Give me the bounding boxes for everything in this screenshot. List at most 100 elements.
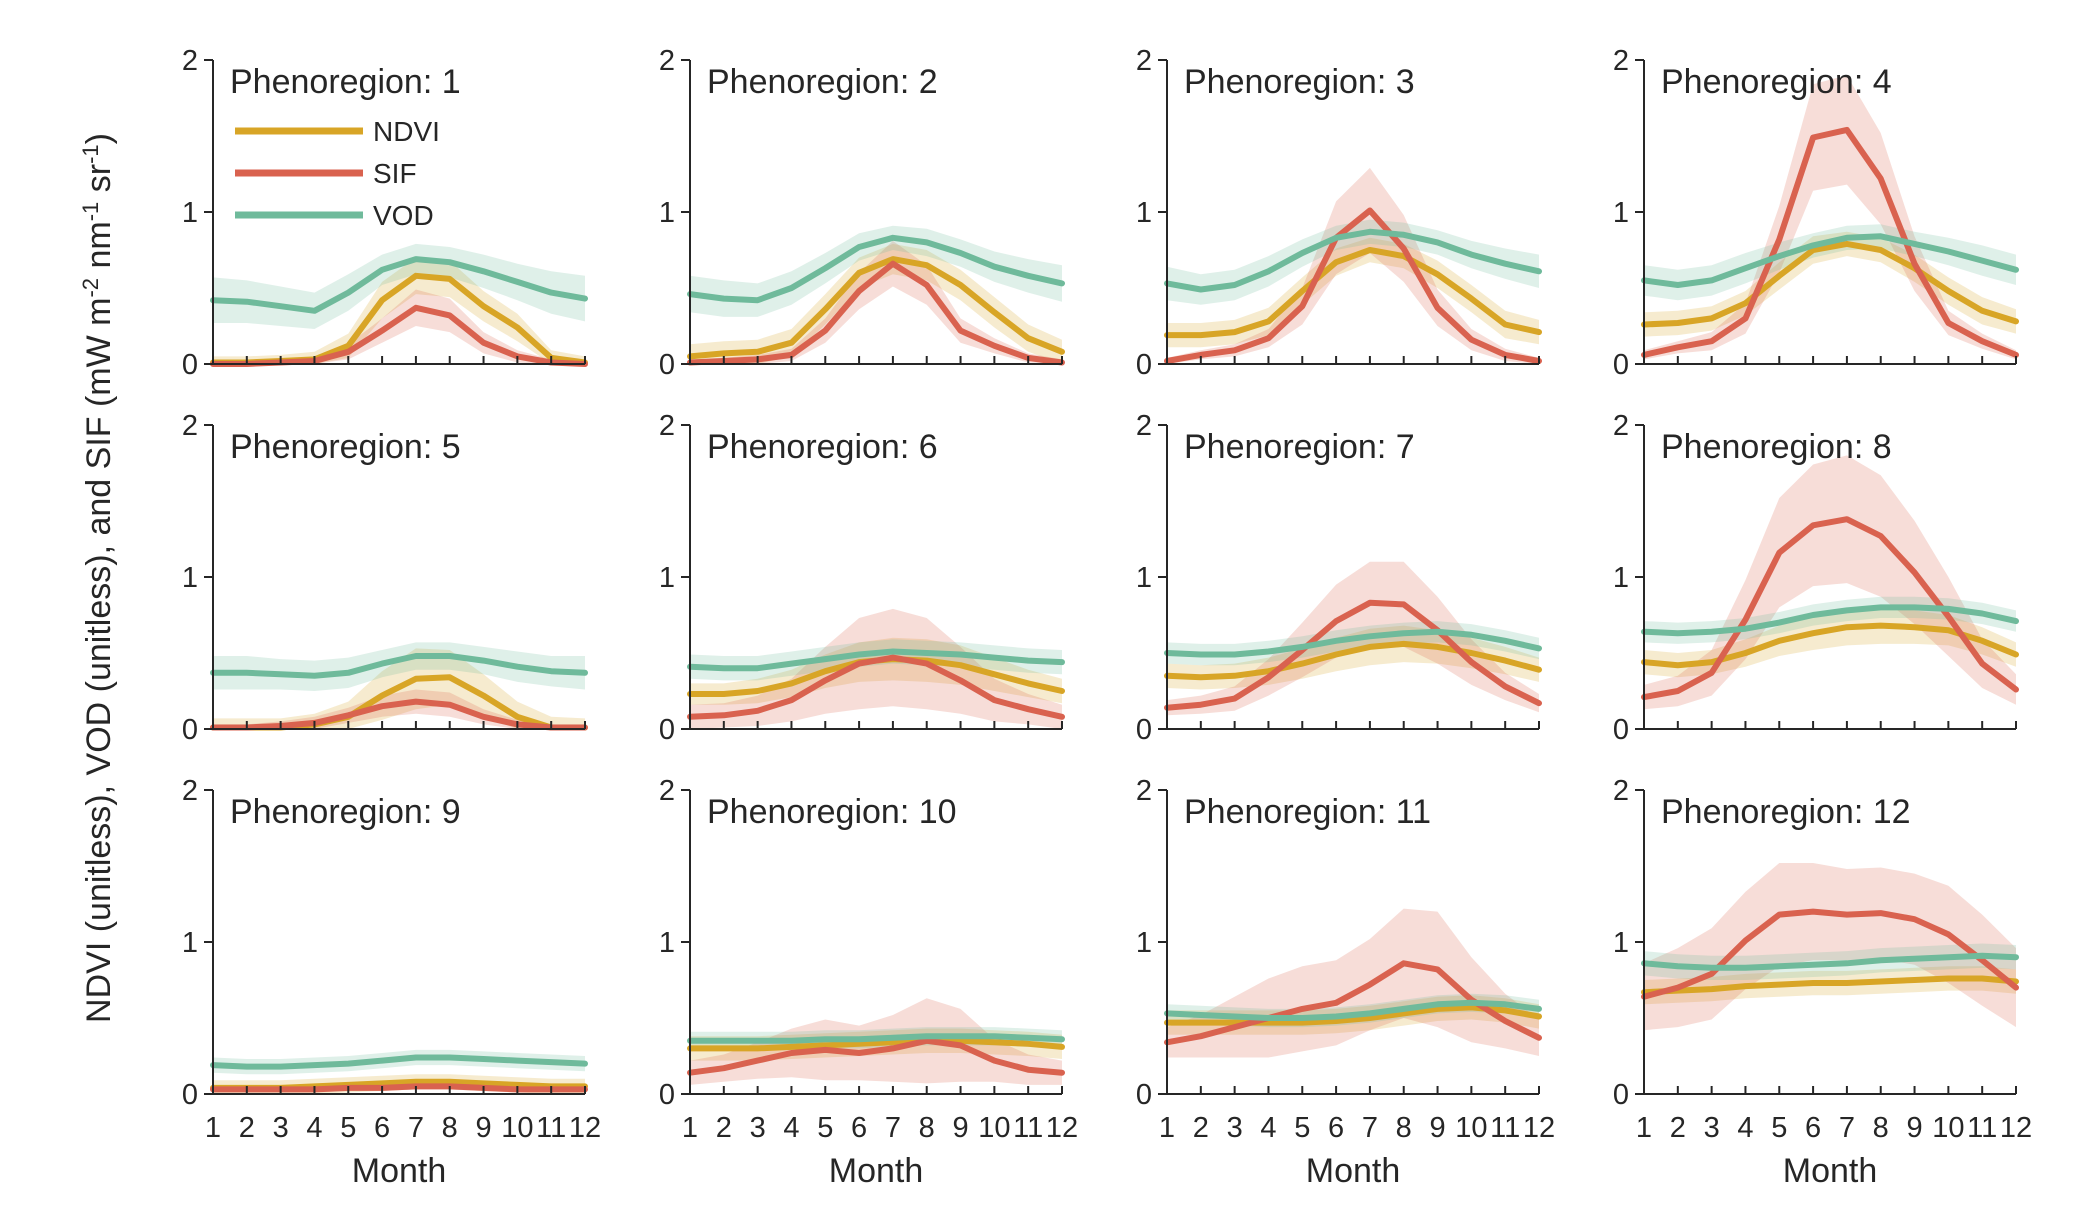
y-tick-label: 1	[182, 927, 198, 959]
panel-title: Phenoregion: 3	[1184, 63, 1415, 101]
panel-title: Phenoregion: 2	[707, 63, 938, 101]
x-tick-label: 10	[1455, 1112, 1487, 1144]
x-tick-label: 4	[1260, 1112, 1276, 1144]
series-vod-10	[687, 1033, 1065, 1044]
series-vod-5	[210, 653, 588, 679]
panel-3: 0 1 2 Phenoregion: 3	[1136, 45, 1542, 381]
y-tick-label: 0	[182, 349, 198, 381]
x-tick-label: 5	[1294, 1112, 1310, 1144]
legend-label-ndvi: NDVI	[373, 116, 440, 147]
series-sif-9	[210, 1083, 588, 1093]
panel-7: 0 1 2 Phenoregion: 7	[1136, 410, 1542, 746]
y-axis-title-main: NDVI (unitless), VOD (unitless), and SIF…	[80, 298, 118, 1023]
series-sif-5	[210, 698, 588, 731]
y-tick-label: 0	[659, 714, 675, 746]
y-axis-title-mid: nm	[80, 221, 118, 278]
x-tick-label: 11	[1967, 1112, 1997, 1144]
y-tick-label: 1	[1613, 927, 1629, 959]
panel-title: Phenoregion: 8	[1661, 428, 1892, 466]
series-vod-11	[1164, 999, 1542, 1021]
x-tick-label: 6	[374, 1112, 390, 1144]
panel-6: 0 1 2 Phenoregion: 6	[659, 410, 1065, 746]
y-axis-title: NDVI (unitless), VOD (unitless), and SIF…	[78, 133, 119, 1023]
series-vod-9	[210, 1054, 588, 1070]
panel-1: 0 1 2 Phenoregion: 1	[182, 45, 588, 381]
y-tick-label: 2	[659, 45, 675, 77]
y-tick-label: 0	[659, 1079, 675, 1111]
x-tick-label: 11	[536, 1112, 566, 1144]
y-axis-title-end: )	[80, 133, 118, 144]
x-tick-label: 3	[273, 1112, 289, 1144]
y-tick-label: 1	[1136, 927, 1152, 959]
y-axis-title-exp1: -2	[78, 278, 103, 298]
panel-title: Phenoregion: 7	[1184, 428, 1415, 466]
panel-title: Phenoregion: 4	[1661, 63, 1892, 101]
y-axis-title-mid2: sr	[80, 164, 118, 202]
x-tick-label: 4	[783, 1112, 799, 1144]
x-tick-label: 10	[1932, 1112, 1964, 1144]
y-tick-label: 2	[1136, 410, 1152, 442]
y-tick-label: 0	[659, 349, 675, 381]
series-vod-7	[1164, 628, 1542, 658]
x-tick-label: 9	[952, 1112, 968, 1144]
panel-title: Phenoregion: 11	[1184, 793, 1431, 831]
x-tick-label: 3	[1227, 1112, 1243, 1144]
y-tick-label: 2	[659, 775, 675, 807]
band-sif-6	[690, 608, 1062, 729]
y-tick-label: 1	[1613, 562, 1629, 594]
y-axis-title-exp2: -1	[78, 202, 103, 222]
y-tick-label: 2	[1136, 775, 1152, 807]
x-tick-label: 7	[885, 1112, 901, 1144]
y-tick-label: 2	[1613, 45, 1629, 77]
y-tick-label: 2	[1136, 45, 1152, 77]
y-axis-title-exp3: -1	[78, 144, 103, 164]
series-sif-8	[1641, 516, 2019, 701]
series-ndvi-11	[1164, 1004, 1542, 1026]
series-ndvi-3	[1164, 247, 1542, 339]
x-tick-label: 12	[1046, 1112, 1078, 1144]
x-tick-label: 2	[1193, 1112, 1209, 1144]
x-tick-label: 12	[569, 1112, 601, 1144]
panel-title: Phenoregion: 6	[707, 428, 938, 466]
x-tick-label: 9	[1906, 1112, 1922, 1144]
x-tick-label: 12	[2000, 1112, 2032, 1144]
x-tick-label: 11	[1013, 1112, 1043, 1144]
x-tick-label: 8	[1396, 1112, 1412, 1144]
series-sif-6	[687, 654, 1065, 720]
x-axis-title: Month	[829, 1152, 924, 1190]
series-ndvi-7	[1164, 640, 1542, 681]
band-sif-11	[1167, 908, 1539, 1058]
band-ndvi-8	[1644, 607, 2016, 678]
y-tick-label: 1	[659, 197, 675, 229]
series-sif-1	[210, 304, 588, 367]
x-tick-label: 1	[682, 1112, 698, 1144]
panel-2: 0 1 2 Phenoregion: 2	[659, 45, 1065, 381]
y-tick-label: 2	[659, 410, 675, 442]
x-axis-title: Month	[352, 1152, 447, 1190]
series-ndvi-8	[1641, 622, 2019, 669]
x-tick-label: 2	[1670, 1112, 1686, 1144]
x-tick-label: 5	[340, 1112, 356, 1144]
panel-title: Phenoregion: 9	[230, 793, 461, 831]
x-axis-title: Month	[1783, 1152, 1878, 1190]
x-tick-label: 9	[475, 1112, 491, 1144]
series-ndvi-10	[687, 1037, 1065, 1052]
series-vod-6	[687, 648, 1065, 672]
x-tick-label: 12	[1523, 1112, 1555, 1144]
band-sif-8	[1644, 455, 2016, 710]
x-tick-label: 10	[501, 1112, 533, 1144]
series-sif-10	[687, 1037, 1065, 1076]
y-tick-label: 0	[1136, 1079, 1152, 1111]
y-tick-label: 2	[182, 45, 198, 77]
legend-label-vod: VOD	[373, 200, 434, 231]
series-sif-4	[1641, 126, 2019, 358]
panel-title: Phenoregion: 1	[230, 63, 461, 101]
series-vod-12	[1641, 952, 2019, 971]
x-tick-label: 3	[750, 1112, 766, 1144]
legend: NDVI SIF VOD	[235, 116, 440, 231]
panel-title: Phenoregion: 5	[230, 428, 461, 466]
